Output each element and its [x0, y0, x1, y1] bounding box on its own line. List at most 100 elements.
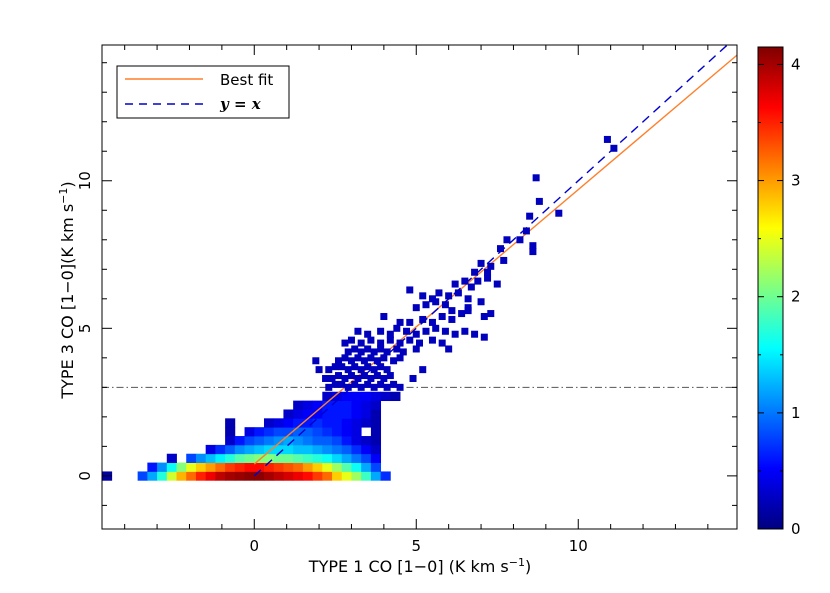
- scatter-point: [412, 330, 420, 338]
- density-bin: [312, 427, 323, 437]
- scatter-point: [448, 315, 456, 323]
- scatter-point: [383, 348, 391, 356]
- scatter-point: [487, 262, 495, 270]
- density-bin: [293, 409, 304, 419]
- density-bin: [312, 453, 323, 463]
- density-bin: [137, 471, 148, 481]
- scatter-point: [487, 310, 495, 318]
- density-bin: [351, 471, 362, 481]
- scatter-point: [406, 336, 414, 344]
- scatter-point: [364, 380, 372, 388]
- scatter-point: [412, 345, 420, 353]
- scatter-point: [377, 327, 385, 335]
- scatter-point: [422, 301, 430, 309]
- scatter-point: [555, 209, 563, 217]
- density-bin: [234, 436, 245, 446]
- density-bin: [186, 471, 197, 481]
- scatter-point: [341, 339, 349, 347]
- colorbar-tick-label: 4: [791, 55, 801, 73]
- scatter-point: [529, 248, 537, 256]
- scatter-point: [377, 345, 385, 353]
- density-bin: [244, 471, 255, 481]
- density-bin: [302, 444, 313, 455]
- density-bin: [302, 453, 313, 463]
- scatter-point: [331, 363, 339, 371]
- scatter-point: [367, 354, 375, 362]
- density-bin: [351, 436, 362, 446]
- density-bin: [302, 436, 313, 446]
- density-bin: [361, 471, 372, 481]
- density-bin: [380, 471, 391, 481]
- scatter-point: [386, 336, 394, 344]
- fit-lines: [102, 45, 737, 477]
- density-bin: [225, 453, 236, 463]
- scatter-point: [354, 327, 362, 335]
- density-bin: [293, 471, 304, 481]
- density-bin: [370, 409, 382, 419]
- scatter-point: [335, 372, 343, 380]
- scatter-point: [370, 348, 378, 356]
- scatter-point: [360, 372, 368, 380]
- density-bin: [322, 418, 333, 428]
- scatter-point: [428, 336, 436, 344]
- scatter-point: [341, 354, 349, 362]
- density-bin: [254, 427, 265, 437]
- density-bin: [263, 436, 275, 446]
- colorbar: 0 1 2 3 4: [757, 46, 801, 538]
- density-bin: [147, 462, 158, 472]
- density-bin: [332, 444, 343, 455]
- density-bin: [244, 462, 255, 472]
- density-bin: [370, 462, 382, 472]
- scatter-point: [335, 357, 343, 365]
- density-bin: [380, 391, 391, 402]
- scatter-point: [312, 357, 320, 365]
- scatter-point: [377, 380, 385, 388]
- scatter-point: [503, 236, 511, 244]
- density-bin: [273, 453, 284, 463]
- density-bin: [166, 462, 177, 472]
- density-bin: [341, 453, 352, 463]
- scatter-point: [344, 383, 352, 391]
- density-bin: [341, 427, 352, 437]
- scatter-point: [403, 327, 411, 335]
- scatter-point: [315, 366, 323, 374]
- x-tick-label: 5: [411, 537, 421, 555]
- density-bin: [341, 418, 352, 428]
- legend-label-best-fit: Best fit: [220, 71, 273, 89]
- scatter-point: [347, 372, 355, 380]
- scatter-point: [373, 372, 381, 380]
- density-bin: [293, 436, 304, 446]
- density-bin: [322, 409, 333, 419]
- density-bin: [322, 391, 333, 402]
- scatter-point: [357, 383, 365, 391]
- scatter-point: [396, 318, 404, 326]
- colorbar-ticks: 0 1 2 3 4: [758, 55, 801, 538]
- density-bin: [157, 471, 168, 481]
- one-to-one-line: [253, 45, 729, 477]
- density-bin: [351, 453, 362, 463]
- colorbar-tick-label: 0: [791, 520, 801, 538]
- density-bin: [312, 471, 323, 481]
- density-bin: [351, 462, 362, 472]
- scatter-point: [380, 374, 388, 382]
- density-bin: [176, 462, 187, 472]
- scatter-point: [399, 348, 407, 356]
- density-bin: [341, 444, 352, 455]
- density-bin: [225, 418, 236, 428]
- scatter-point: [406, 318, 414, 326]
- density-bin: [254, 471, 265, 481]
- density-bin: [283, 409, 294, 419]
- colorbar-tick-label: 2: [791, 288, 801, 306]
- density-bin: [302, 400, 313, 410]
- scatter-point: [428, 295, 436, 303]
- scatter-point: [364, 345, 372, 353]
- density-bin: [293, 400, 304, 410]
- scatter-point: [428, 318, 436, 326]
- scatter-point: [445, 292, 453, 300]
- density-bin: [244, 436, 255, 446]
- density-bin: [322, 400, 333, 410]
- scatter-point: [386, 372, 394, 380]
- scatter-point: [484, 274, 492, 282]
- legend: Best fit y = x: [116, 65, 290, 119]
